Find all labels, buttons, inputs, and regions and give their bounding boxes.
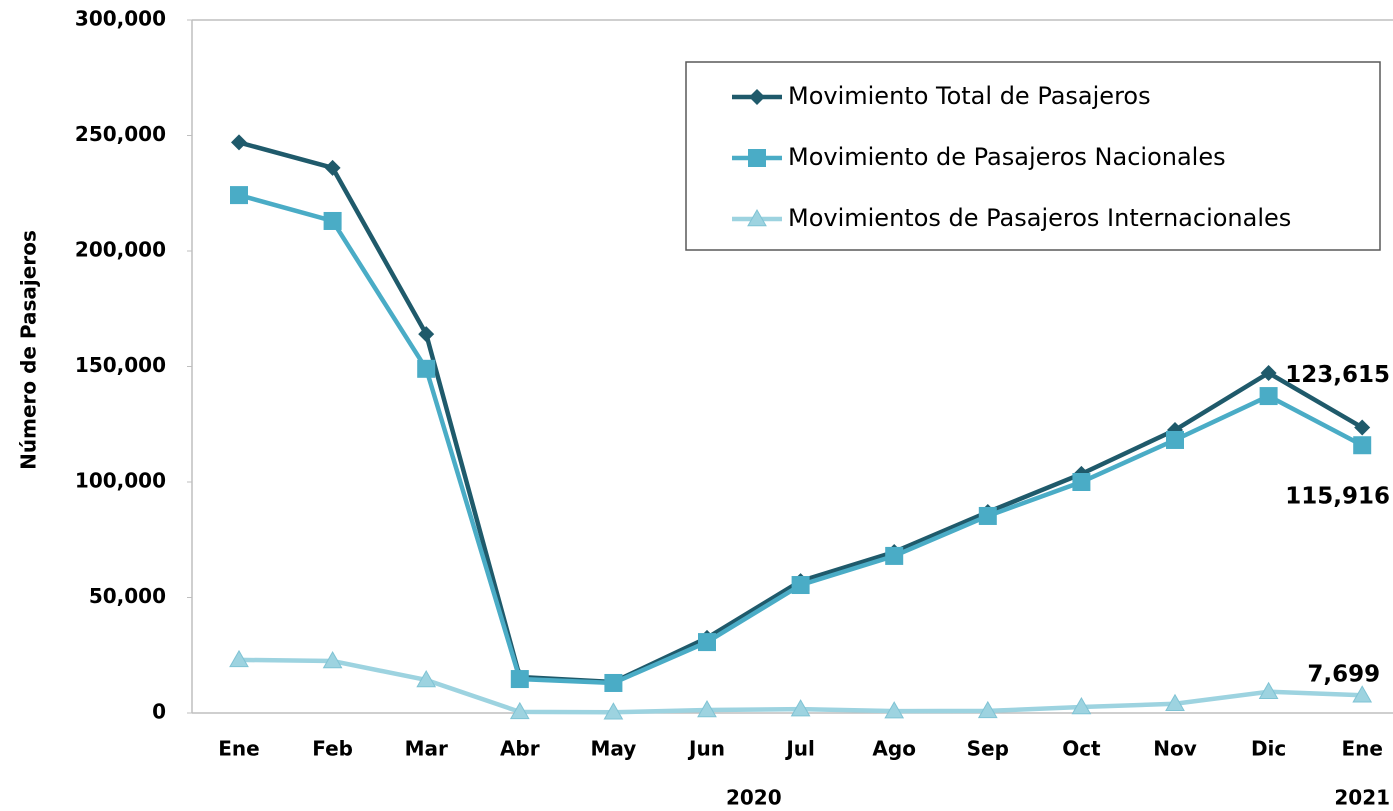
legend-label: Movimiento de Pasajeros Nacionales	[788, 143, 1226, 171]
marker	[1259, 387, 1278, 406]
year-label: 2020	[726, 786, 782, 810]
marker	[1071, 696, 1092, 715]
x-tick-label: May	[590, 737, 636, 761]
x-tick-label: Ene	[1341, 737, 1382, 761]
x-tick-label: Feb	[312, 737, 353, 761]
x-tick-label: Dic	[1251, 737, 1286, 761]
marker	[322, 651, 343, 669]
legend-marker	[747, 208, 767, 227]
data-label: 115,916	[1285, 484, 1390, 510]
year-label: 2021	[1334, 786, 1390, 810]
marker	[231, 134, 247, 151]
series-line	[238, 192, 1364, 686]
marker	[1353, 436, 1372, 455]
marker	[1352, 685, 1373, 703]
marker	[884, 701, 905, 719]
marker	[1165, 693, 1185, 712]
y-tick-label: 100,000	[75, 469, 166, 493]
marker	[977, 700, 998, 719]
y-tick-label: 0	[152, 700, 166, 724]
legend-label: Movimiento Total de Pasajeros	[788, 82, 1151, 110]
marker	[790, 699, 811, 717]
marker	[698, 633, 716, 652]
marker	[1354, 419, 1371, 436]
marker	[510, 670, 529, 689]
marker	[229, 649, 249, 668]
y-tick-label: 250,000	[75, 122, 166, 146]
x-tick-label: Jun	[687, 737, 725, 761]
x-tick-label: Oct	[1062, 737, 1101, 761]
marker	[791, 576, 810, 595]
marker	[604, 673, 623, 692]
marker	[1166, 430, 1184, 449]
x-tick-label: Jul	[784, 737, 815, 761]
marker	[1258, 681, 1279, 699]
legend-label: Movimientos de Pasajeros Internacionales	[788, 204, 1291, 232]
y-tick-label: 50,000	[89, 584, 166, 608]
marker	[509, 701, 530, 720]
x-tick-label: Nov	[1153, 737, 1197, 761]
y-tick-label: 200,000	[75, 238, 166, 262]
marker	[324, 159, 341, 176]
legend-marker	[748, 149, 766, 167]
marker	[978, 506, 997, 525]
marker	[603, 702, 624, 720]
x-tick-label: Ene	[218, 737, 259, 761]
marker	[697, 699, 717, 718]
data-label: 7,699	[1307, 662, 1380, 688]
x-tick-label: Sep	[967, 737, 1009, 761]
marker	[417, 359, 436, 378]
x-tick-label: Mar	[405, 737, 448, 761]
x-tick-label: Abr	[500, 737, 540, 761]
marker	[418, 326, 435, 343]
marker	[885, 546, 904, 565]
legend-marker	[749, 89, 765, 105]
y-tick-label: 300,000	[75, 7, 166, 31]
y-axis-label: Número de Pasajeros	[17, 230, 41, 470]
marker	[323, 211, 342, 230]
marker	[416, 669, 437, 688]
marker	[230, 186, 248, 205]
marker	[1260, 364, 1277, 381]
y-tick-label: 150,000	[75, 353, 166, 377]
x-tick-label: Ago	[872, 737, 916, 761]
data-label: 123,615	[1285, 362, 1390, 388]
marker	[1072, 473, 1091, 491]
legend-box	[685, 61, 1381, 251]
